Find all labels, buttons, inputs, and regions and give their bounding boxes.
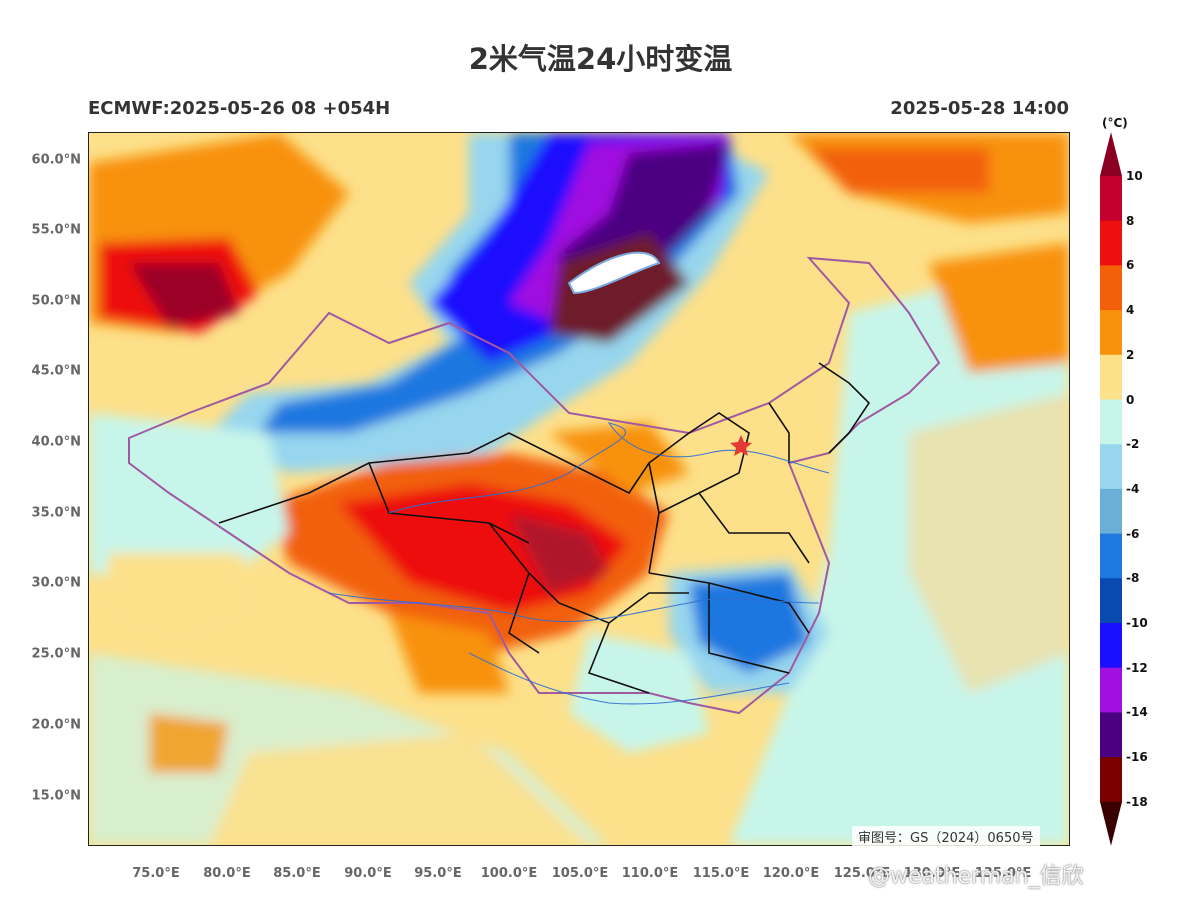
lon-label: 95.0°E: [414, 866, 462, 881]
colorbar-tick-label: -4: [1126, 481, 1140, 496]
lon-label: 100.0°E: [480, 866, 538, 881]
colorbar-segment: [1100, 220, 1122, 266]
colorbar-tick-label: -8: [1126, 571, 1140, 586]
colorbar-tick-label: -2: [1126, 437, 1140, 452]
colorbar-tick-label: -16: [1126, 750, 1148, 765]
colorbar-tick-label: -10: [1126, 616, 1148, 630]
colorbar-tick-label: -14: [1126, 705, 1148, 720]
colorbar: [1100, 132, 1122, 846]
lon-label: 110.0°E: [621, 866, 679, 881]
colorbar-segment: [1100, 354, 1122, 400]
colorbar-tick-label: 10: [1126, 169, 1143, 183]
lat-label: 25.0°N: [31, 646, 81, 662]
lat-label: 45.0°N: [31, 363, 81, 379]
map-approval-number: 审图号：GS（2024）0650号: [852, 826, 1040, 847]
lon-label: 85.0°E: [273, 866, 321, 881]
model-run-label: ECMWF:2025-05-26 08 +054H: [88, 98, 391, 119]
beijing-star-icon: [730, 435, 752, 456]
colorbar-segment: [1100, 310, 1122, 356]
lat-label: 30.0°N: [31, 575, 81, 591]
watermark-text: @weatherman_信欣: [868, 864, 1084, 889]
lon-label: 80.0°E: [203, 866, 251, 881]
valid-time-label: 2025-05-28 14:00: [890, 98, 1069, 119]
colorbar-tick-label: 0: [1126, 392, 1135, 407]
colorbar-segment: [1100, 399, 1122, 445]
lat-label: 15.0°N: [31, 788, 81, 804]
map-title: 2米气温24小时变温: [468, 42, 733, 76]
colorbar-tick-label: 8: [1126, 213, 1135, 228]
lat-label: 60.0°N: [31, 152, 81, 168]
colorbar-tick-label: 4: [1126, 303, 1135, 318]
lon-label: 115.0°E: [692, 866, 750, 881]
lat-label: 35.0°N: [31, 505, 81, 521]
lat-label: 50.0°N: [31, 293, 81, 309]
lon-label: 120.0°E: [762, 866, 820, 881]
lat-label: 40.0°N: [31, 434, 81, 450]
national-border: [128, 256, 941, 715]
colorbar-tick-label: -12: [1126, 660, 1148, 675]
province-borders: [218, 362, 871, 694]
colorbar-tick-label: -6: [1126, 526, 1140, 541]
lon-label: 90.0°E: [344, 866, 392, 881]
temperature-field: [89, 133, 1069, 845]
colorbar-segment: [1100, 488, 1122, 535]
colorbar-bottom-arrow: [1100, 801, 1122, 846]
colorbar-tick-label: 2: [1126, 347, 1135, 362]
lake-baikal: [567, 251, 661, 295]
colorbar-tick-label: 6: [1126, 258, 1135, 273]
colorbar-segment: [1100, 265, 1122, 311]
temperature-change-map[interactable]: [88, 132, 1070, 846]
colorbar-segment: [1100, 176, 1122, 222]
lon-label: 105.0°E: [551, 866, 609, 881]
map-canvas: [89, 133, 1069, 845]
lon-label: 75.0°E: [132, 866, 180, 881]
colorbar-tick-label: -18: [1126, 794, 1148, 809]
colorbar-segment: [1100, 712, 1122, 758]
lon-label: 135.0°E: [974, 866, 1032, 881]
colorbar-segment: [1100, 578, 1122, 624]
colorbar-segment: [1100, 623, 1122, 669]
colorbar-segment: [1100, 667, 1122, 713]
colorbar-segment: [1100, 533, 1122, 579]
lat-label: 20.0°N: [31, 717, 81, 733]
lon-label: 125.0°E: [833, 866, 891, 881]
colorbar-top-arrow: [1100, 132, 1122, 176]
colorbar-segment: [1100, 757, 1122, 803]
lon-label: 130.0°E: [903, 866, 961, 881]
lat-label: 55.0°N: [31, 222, 81, 238]
colorbar-segment: [1100, 444, 1122, 490]
colorbar-unit: (°C): [1102, 116, 1128, 130]
